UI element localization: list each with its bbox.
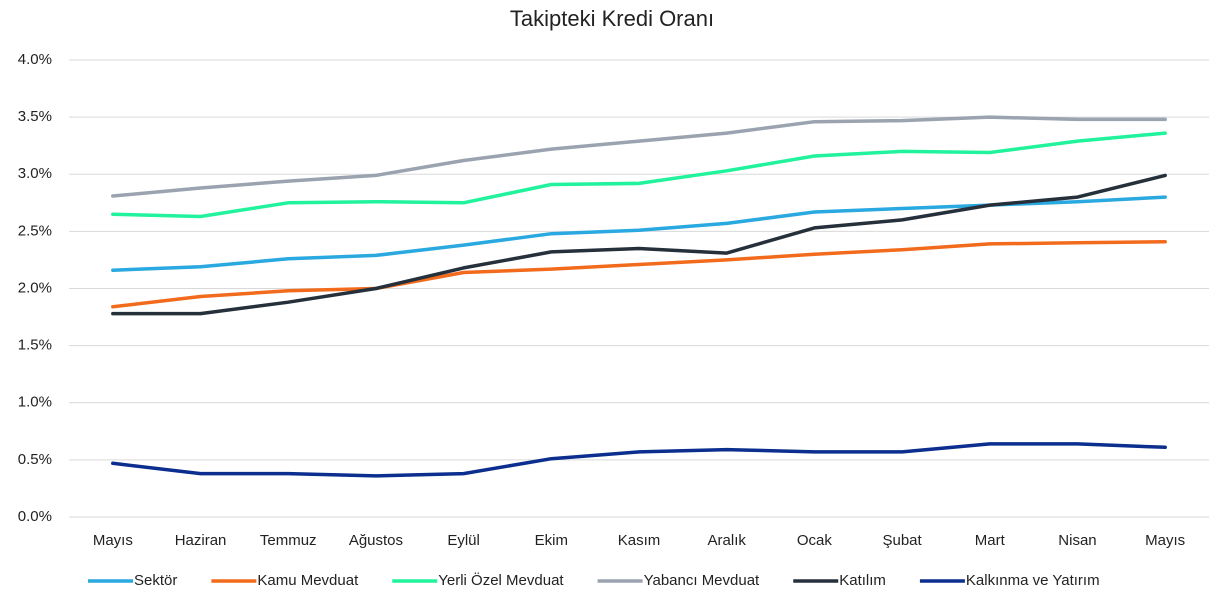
- x-tick-label: Kasım: [618, 532, 661, 549]
- x-tick-label: Temmuz: [260, 532, 317, 549]
- series-line: [111, 131, 1167, 219]
- series-line: [111, 115, 1167, 198]
- x-tick-label: Nisan: [1058, 532, 1096, 549]
- legend-label: Katılım: [839, 572, 886, 589]
- y-tick-label: 0.5%: [18, 451, 52, 468]
- x-tick-label: Aralık: [708, 532, 747, 549]
- legend-label: Kamu Mevduat: [257, 572, 359, 589]
- legend-label: Sektör: [134, 572, 177, 589]
- series-line: [111, 442, 1167, 478]
- x-tick-label: Ekim: [535, 532, 568, 549]
- x-tick-label: Ağustos: [349, 532, 403, 549]
- y-tick-label: 3.5%: [18, 108, 52, 125]
- y-tick-label: 3.0%: [18, 165, 52, 182]
- series-line: [111, 239, 1167, 309]
- x-tick-label: Mart: [975, 532, 1006, 549]
- series-line: [111, 195, 1167, 272]
- y-tick-label: 2.5%: [18, 222, 52, 239]
- x-tick-label: Mayıs: [93, 532, 133, 549]
- legend-label: Yabancı Mevduat: [644, 572, 760, 589]
- x-tick-label: Şubat: [882, 532, 922, 549]
- x-tick-label: Mayıs: [1145, 532, 1185, 549]
- legend-label: Kalkınma ve Yatırım: [966, 572, 1100, 589]
- x-tick-label: Ocak: [797, 532, 833, 549]
- y-tick-label: 1.5%: [18, 337, 52, 354]
- y-tick-label: 4.0%: [18, 51, 52, 68]
- legend-label: Yerli Özel Mevduat: [438, 571, 564, 589]
- x-tick-label: Haziran: [175, 532, 227, 549]
- y-tick-label: 0.0%: [18, 508, 52, 525]
- x-tick-label: Eylül: [447, 532, 480, 549]
- chart-title: Takipteki Kredi Oranı: [510, 6, 714, 31]
- y-tick-label: 1.0%: [18, 394, 52, 411]
- series-line: [111, 173, 1167, 316]
- y-tick-label: 2.0%: [18, 279, 52, 296]
